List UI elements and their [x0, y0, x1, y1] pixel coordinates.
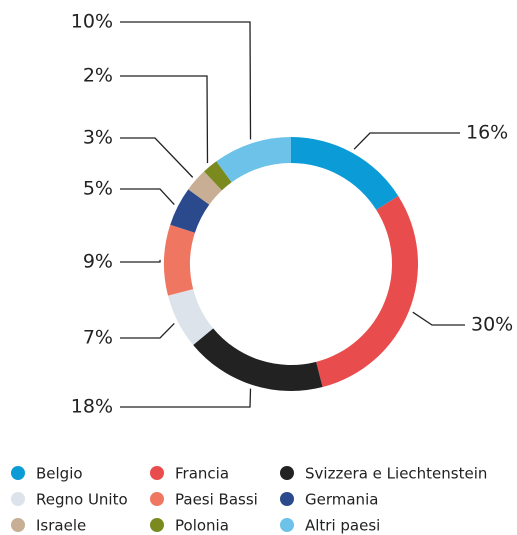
legend-marker [280, 518, 294, 532]
donut-slice [216, 137, 291, 183]
legend-label: Belgio [36, 465, 83, 483]
value-label: 10% [71, 11, 113, 33]
value-label: 18% [71, 396, 113, 418]
value-label: 7% [83, 327, 113, 349]
legend-label: Regno Unito [36, 491, 128, 509]
donut-slice [204, 161, 232, 191]
donut-slice [188, 171, 222, 205]
leader-line [120, 323, 175, 339]
legend-label: Israele [36, 517, 86, 535]
value-label: 2% [83, 65, 113, 87]
leader-line [353, 132, 460, 150]
legend-marker [11, 492, 25, 506]
leader-line [120, 75, 209, 164]
leader-line [120, 137, 194, 178]
legend-label: Francia [175, 465, 229, 483]
legend-label: Paesi Bassi [175, 491, 258, 509]
donut-slice [193, 328, 323, 391]
value-label: 3% [83, 127, 113, 149]
legend-marker [280, 492, 294, 506]
legend-label: Polonia [175, 517, 229, 535]
value-label: 30% [471, 314, 513, 336]
legend-marker [11, 466, 25, 480]
legend-marker [280, 466, 294, 480]
legend-marker [150, 466, 164, 480]
leader-line [120, 21, 252, 140]
value-label: 16% [466, 122, 508, 144]
leader-line [412, 311, 465, 326]
legend-marker [11, 518, 25, 532]
leader-line [120, 259, 161, 263]
value-label: 9% [83, 251, 113, 273]
donut-slice [170, 189, 210, 233]
donut-slice [167, 289, 214, 345]
donut-slice [316, 195, 418, 388]
donut-slice [164, 224, 195, 296]
legend-label: Altri paesi [305, 517, 380, 535]
leader-line [120, 388, 252, 408]
legend-marker [150, 518, 164, 532]
legend-label: Germania [305, 491, 378, 509]
leader-line [120, 188, 175, 205]
donut-slice [291, 137, 399, 210]
value-label: 5% [83, 178, 113, 200]
legend-label: Svizzera e Liechtenstein [305, 465, 487, 483]
legend-marker [150, 492, 164, 506]
